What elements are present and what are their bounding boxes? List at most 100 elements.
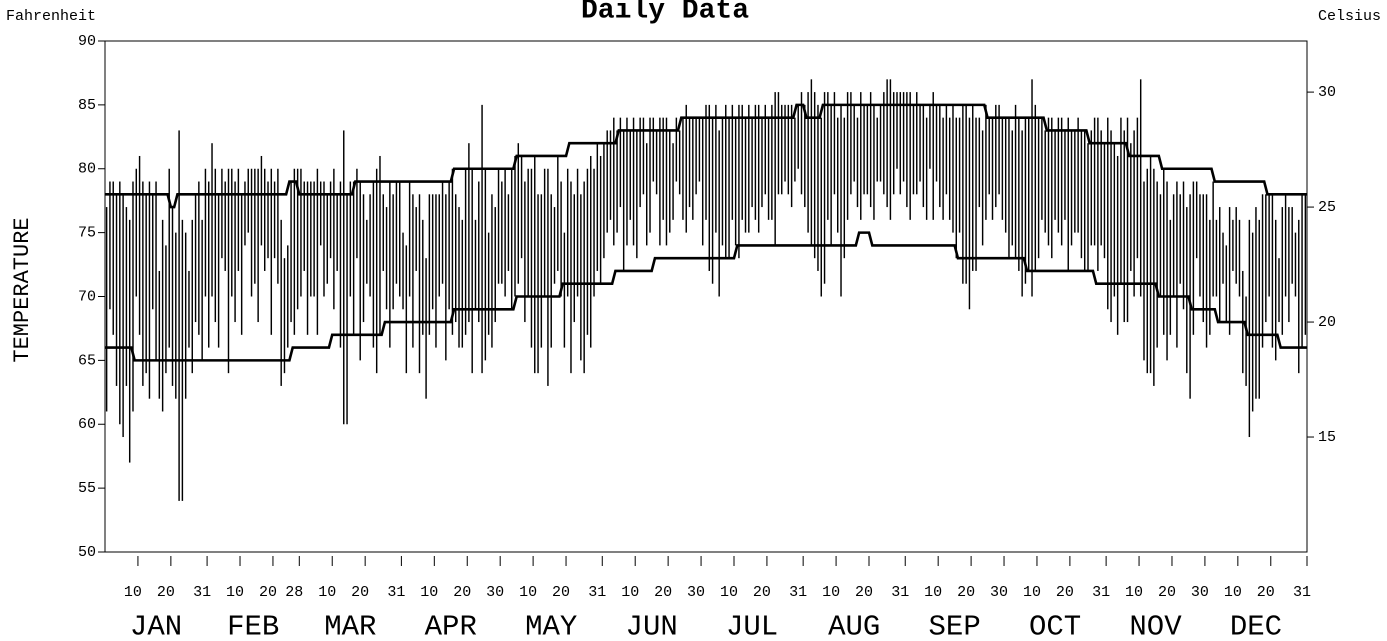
x-tick-label: 20 — [351, 584, 369, 601]
range-bar — [356, 168, 358, 259]
range-bar — [817, 104, 819, 271]
range-bar — [843, 117, 846, 259]
range-bar — [692, 117, 694, 220]
range-bar — [991, 117, 994, 220]
range-bar — [632, 117, 635, 246]
range-bar — [524, 181, 526, 323]
range-bar — [883, 92, 885, 195]
range-bar — [952, 104, 954, 233]
range-bar — [234, 181, 236, 323]
range-bar — [935, 104, 938, 182]
range-bar — [1014, 104, 1017, 259]
range-bar — [764, 104, 767, 195]
range-bar — [132, 181, 134, 412]
x-tick-label: 20 — [654, 584, 672, 601]
range-bar — [1057, 117, 1060, 233]
range-bar — [319, 181, 322, 246]
range-bar — [1258, 219, 1260, 399]
range-bar — [860, 92, 862, 220]
range-bar — [1149, 155, 1152, 374]
range-bar — [1123, 130, 1125, 323]
range-bar — [948, 117, 951, 220]
range-bar — [1248, 219, 1251, 438]
range-bar — [227, 168, 230, 374]
range-bar — [208, 181, 210, 348]
range-bar — [451, 168, 454, 335]
range-bar — [165, 245, 167, 374]
range-bar — [685, 104, 687, 233]
range-bar — [925, 117, 928, 220]
range-bar — [1304, 194, 1307, 335]
range-bar — [491, 194, 493, 348]
range-bar — [675, 117, 678, 182]
range-bar — [774, 92, 776, 246]
range-bar — [830, 104, 832, 246]
month-label: AUG — [828, 611, 880, 641]
range-bar — [1107, 117, 1109, 310]
range-bar — [1219, 207, 1221, 323]
range-bar — [1156, 181, 1158, 348]
x-tick-label: 10 — [924, 584, 942, 601]
y-tick-label: 80 — [78, 161, 96, 178]
x-tick-label: 31 — [193, 584, 211, 601]
range-bar — [899, 92, 902, 195]
range-bar — [695, 117, 697, 195]
range-bar — [122, 194, 124, 438]
y-tick-label: 75 — [78, 225, 96, 242]
range-bar — [698, 117, 701, 182]
range-bar — [599, 155, 602, 284]
range-bar — [1143, 181, 1145, 361]
range-bar — [649, 117, 651, 233]
range-bar — [876, 117, 878, 182]
range-bar — [1090, 130, 1093, 246]
range-bar — [306, 181, 309, 335]
range-bar — [267, 181, 269, 259]
y2-tick-label: 30 — [1318, 84, 1336, 101]
range-bar — [1044, 130, 1046, 233]
range-bar — [1051, 117, 1053, 259]
range-bar — [804, 104, 806, 208]
x-tick-label: 20 — [1158, 584, 1176, 601]
range-bar — [1001, 117, 1004, 220]
x-tick-label: 10 — [226, 584, 244, 601]
range-bar — [263, 168, 266, 271]
range-bar — [1251, 232, 1254, 412]
range-bar — [191, 219, 193, 374]
range-bar — [537, 194, 539, 374]
range-bar — [929, 104, 931, 169]
y-tick-label: 90 — [78, 33, 96, 50]
range-bar — [968, 117, 971, 310]
range-bar — [194, 194, 197, 323]
range-bar — [1222, 232, 1224, 284]
month-label: JAN — [130, 611, 182, 641]
range-bar — [757, 104, 760, 233]
range-bar — [906, 92, 908, 208]
range-bar — [517, 143, 520, 284]
range-bar — [211, 143, 213, 297]
range-bar — [471, 168, 473, 374]
range-bar — [800, 92, 803, 195]
range-bar — [171, 207, 174, 386]
range-bar — [1093, 117, 1096, 246]
range-bar — [988, 117, 990, 195]
range-bar — [346, 194, 348, 425]
range-bar — [626, 117, 628, 246]
range-bar — [175, 232, 177, 399]
range-bar — [326, 194, 329, 284]
range-bar — [550, 194, 552, 348]
range-bar — [293, 168, 296, 335]
x-tick-label: 20 — [552, 584, 570, 601]
y-tick-label: 60 — [78, 416, 96, 433]
range-bar — [530, 168, 533, 348]
range-bar — [939, 104, 941, 208]
x-tick-label: 20 — [957, 584, 975, 601]
range-bar — [613, 117, 615, 246]
range-bar — [382, 194, 384, 271]
range-bar — [221, 168, 223, 259]
range-bar — [412, 194, 414, 348]
range-bar — [1245, 296, 1247, 386]
range-bar — [570, 181, 572, 374]
range-bar — [395, 181, 398, 284]
range-bar — [1097, 117, 1099, 271]
range-bar — [1172, 194, 1175, 297]
